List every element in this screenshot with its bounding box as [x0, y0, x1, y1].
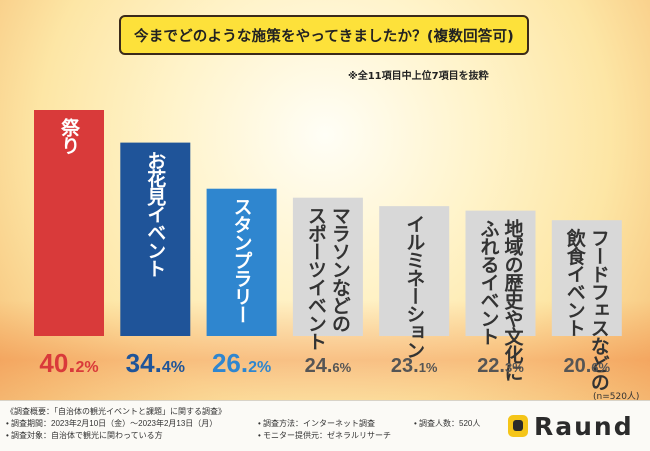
value-label-main: 26. — [212, 348, 248, 378]
bar-7 — [551, 220, 622, 336]
value-label-decimal: 3% — [505, 360, 524, 375]
bar-2 — [120, 142, 191, 336]
category-label-5: イルミネーション — [403, 214, 425, 358]
sample-size-label: (n=520人) — [593, 392, 640, 402]
bar-6 — [465, 210, 536, 336]
value-label-7: 20.6% — [563, 355, 610, 377]
value-label-decimal: 6% — [591, 360, 610, 375]
value-label-4: 24.6% — [305, 355, 352, 377]
footer-period: • 調査期間：2023年2月10日（金）～2023年2月13日（月） — [6, 419, 218, 428]
value-label-main: 20. — [563, 355, 591, 377]
footer-method: • 調査方法：インターネット調査 — [258, 419, 376, 428]
category-label-6-line-2: ふれるイベント — [478, 219, 500, 345]
category-label-6-line-1: 地域の歴史や文化に — [502, 217, 524, 380]
chart-title: 今までどのような施策をやってきましたか？(複数回答可) — [134, 28, 514, 45]
bar-chart: 祭り40.2%お花見イベント34.4%スタンプラリー26.2%マラソンなどのスポ… — [34, 110, 622, 390]
value-label-main: 23. — [391, 355, 419, 377]
question-title-box: 今までどのような施策をやってきましたか？(複数回答可) — [119, 15, 529, 55]
category-label-1: 祭り — [58, 117, 81, 155]
value-label-6: 22.3% — [477, 355, 524, 377]
category-label-3: スタンプラリー — [231, 197, 253, 323]
category-label-7-line-1: フードフェスなどの — [588, 228, 610, 390]
survey-footer: 《調査概要：「自治体の観光イベントと課題」に関する調査》 • 調査期間：2023… — [0, 400, 650, 451]
value-label-decimal: 2% — [76, 359, 99, 376]
footnote-top: ※全11項目中上位7項目を抜粋 — [348, 71, 489, 82]
raund-logo-icon — [508, 415, 528, 437]
value-label-1: 40.2% — [39, 348, 98, 378]
bar-4 — [292, 197, 363, 336]
value-label-3: 26.2% — [212, 348, 271, 378]
value-label-main: 34. — [126, 348, 162, 378]
raund-logo: Raund — [508, 409, 634, 443]
value-label-decimal: 1% — [419, 360, 438, 375]
value-label-5: 23.1% — [391, 355, 438, 377]
category-label-7-line-2: 飲食イベント — [564, 227, 587, 336]
value-label-decimal: 6% — [332, 360, 351, 375]
value-label-2: 34.4% — [126, 348, 185, 378]
bar-1 — [34, 110, 104, 336]
value-label-main: 40. — [39, 348, 75, 378]
footer-summary: 《調査概要：「自治体の観光イベントと課題」に関する調査》 — [6, 407, 226, 416]
raund-logo-text: Raund — [534, 411, 634, 441]
category-label-2: お花見イベント — [144, 150, 166, 276]
value-label-main: 22. — [477, 355, 505, 377]
bar-5 — [379, 206, 450, 336]
value-label-main: 24. — [305, 355, 333, 377]
value-label-decimal: 2% — [248, 359, 271, 376]
bar-3 — [206, 188, 277, 336]
category-label-4-line-2: スポーツイベント — [305, 206, 327, 350]
category-label-4-line-1: マラソンなどの — [329, 206, 351, 332]
value-label-decimal: 4% — [162, 359, 185, 376]
footer-count: • 調査人数：520人 — [414, 419, 481, 428]
footer-target: • 調査対象：自治体で観光に関わっている方 — [6, 431, 163, 440]
footer-provider: • モニター提供元：ゼネラルリサーチ — [258, 431, 392, 440]
